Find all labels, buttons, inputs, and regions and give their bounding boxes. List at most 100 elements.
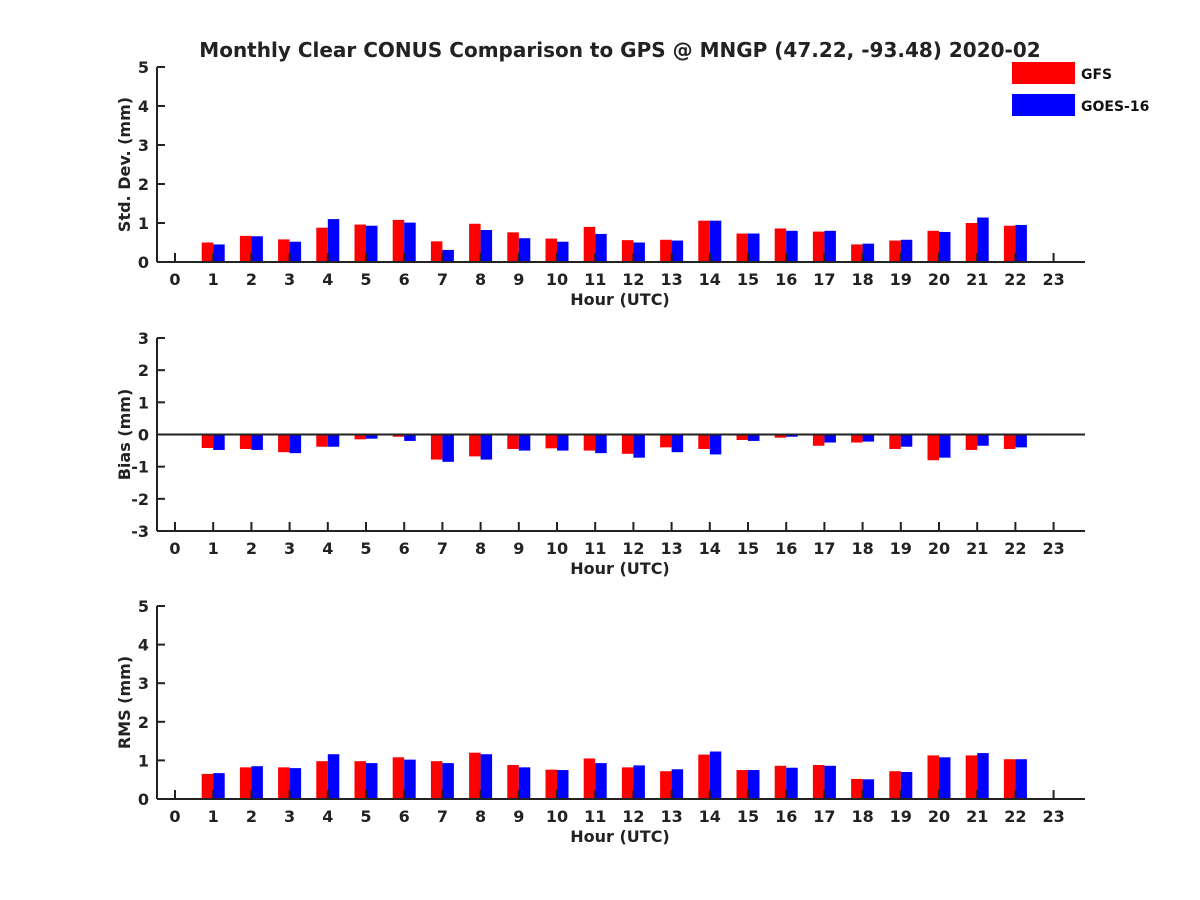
bar-gfs-hour-7	[430, 761, 443, 799]
x-tick-label: 13	[660, 539, 682, 558]
x-tick-label: 23	[1042, 807, 1064, 826]
bar-goes16-hour-10	[557, 770, 569, 799]
bar-gfs-hour-4	[316, 434, 328, 447]
y-tick-label: 0	[138, 253, 149, 272]
legend-label: GOES-16	[1081, 99, 1149, 115]
bar-gfs-hour-13	[660, 771, 672, 799]
bar-gfs-hour-3	[278, 239, 290, 262]
bar-goes16-hour-4	[327, 219, 340, 262]
bar-gfs-hour-2	[239, 767, 252, 799]
x-tick-label: 9	[513, 270, 524, 289]
bar-gfs-hour-1	[201, 242, 214, 262]
bar-gfs-hour-1	[201, 773, 214, 799]
x-tick-label: 4	[322, 270, 333, 289]
bar-gfs-hour-18	[851, 434, 863, 443]
bar-gfs-hour-12	[621, 434, 634, 454]
legend-swatch-gfs	[1012, 62, 1075, 84]
x-tick-label: 12	[622, 270, 644, 289]
bar-gfs-hour-1	[201, 434, 214, 449]
y-axis-label: RMS (mm)	[115, 656, 134, 749]
bar-gfs-hour-2	[239, 434, 252, 449]
x-tick-label: 12	[622, 539, 644, 558]
x-tick-label: 10	[546, 270, 568, 289]
panel-3: 0 1 2 3 4 5 6 7 8 9 10 11 12 13 14 15 16 17 18 19 20 21 22 2301…	[115, 597, 1085, 846]
x-tick-label: 4	[322, 539, 333, 558]
x-axis-label: Hour (UTC)	[570, 559, 670, 578]
bar-goes16-hour-6	[404, 759, 416, 799]
bar-goes16-hour-13	[671, 240, 684, 262]
bar-goes16-hour-21	[977, 434, 989, 446]
bar-goes16-hour-22	[1015, 759, 1027, 799]
bar-gfs-hour-20	[927, 434, 939, 461]
x-tick-label: 10	[546, 539, 568, 558]
bar-gfs-hour-6	[392, 434, 405, 437]
bar-gfs-hour-10	[545, 434, 557, 449]
bar-goes16-hour-5	[366, 434, 378, 439]
bar-goes16-hour-10	[557, 434, 569, 451]
bar-gfs-hour-15	[736, 770, 748, 799]
bar-goes16-hour-7	[442, 434, 454, 462]
bar-goes16-hour-10	[557, 241, 569, 262]
bar-goes16-hour-20	[939, 434, 951, 458]
y-tick-label: 5	[138, 58, 149, 77]
bar-goes16-hour-9	[518, 767, 531, 799]
x-tick-label: 0	[169, 270, 180, 289]
bar-goes16-hour-14	[709, 220, 722, 262]
x-tick-label: 13	[660, 807, 682, 826]
bar-goes16-hour-18	[862, 434, 875, 442]
bar-gfs-hour-9	[507, 765, 519, 799]
y-tick-label: 2	[138, 175, 149, 194]
bar-gfs-hour-17	[812, 765, 825, 799]
bar-goes16-hour-19	[900, 771, 913, 799]
bar-gfs-hour-5	[354, 224, 366, 262]
x-tick-label: 6	[399, 807, 410, 826]
bar-gfs-hour-22	[1003, 225, 1016, 262]
x-tick-label: 6	[399, 539, 410, 558]
bar-goes16-hour-3	[289, 241, 302, 262]
x-tick-label: 21	[966, 807, 988, 826]
bar-goes16-hour-12	[633, 434, 645, 458]
x-tick-label: 21	[966, 270, 988, 289]
bar-goes16-hour-16	[786, 434, 798, 437]
bar-gfs-hour-13	[660, 239, 672, 262]
bar-gfs-hour-21	[965, 755, 978, 799]
x-tick-label: 23	[1042, 270, 1064, 289]
bar-goes16-hour-8	[480, 434, 493, 460]
x-tick-label: 17	[813, 539, 835, 558]
bar-goes16-hour-17	[824, 434, 836, 443]
x-tick-label: 3	[284, 807, 295, 826]
y-tick-label: 0	[138, 426, 149, 445]
bar-goes16-hour-2	[251, 766, 263, 799]
bar-goes16-hour-13	[671, 769, 684, 799]
bar-gfs-hour-5	[354, 761, 366, 799]
bar-goes16-hour-6	[404, 434, 416, 441]
bar-goes16-hour-3	[289, 434, 302, 454]
x-tick-label: 17	[813, 807, 835, 826]
x-tick-label: 3	[284, 539, 295, 558]
bar-gfs-hour-13	[660, 434, 672, 448]
bar-goes16-hour-4	[327, 434, 340, 447]
bar-goes16-hour-11	[595, 233, 607, 262]
bar-goes16-hour-20	[939, 231, 951, 262]
x-tick-label: 21	[966, 539, 988, 558]
bar-goes16-hour-11	[595, 434, 607, 454]
x-tick-label: 10	[546, 807, 568, 826]
bar-gfs-hour-10	[545, 769, 557, 799]
y-tick-label: 0	[138, 790, 149, 809]
bar-goes16-hour-15	[748, 233, 760, 262]
bar-goes16-hour-8	[480, 754, 493, 799]
bar-goes16-hour-2	[251, 434, 263, 450]
bar-gfs-hour-18	[851, 778, 863, 799]
bar-gfs-hour-19	[889, 771, 901, 799]
bar-goes16-hour-7	[442, 249, 454, 262]
bar-goes16-hour-12	[633, 765, 645, 799]
y-tick-label: 5	[138, 597, 149, 616]
x-tick-label: 20	[928, 539, 950, 558]
bar-goes16-hour-5	[366, 763, 378, 799]
panel-1: 0 1 2 3 4 5 6 7 8 9 10 11 12 13 14 15 16 17 18 19 20 21 22 2301…	[115, 58, 1085, 309]
bar-gfs-hour-6	[392, 757, 405, 799]
x-tick-label: 6	[399, 270, 410, 289]
x-tick-label: 2	[246, 270, 257, 289]
bar-gfs-hour-16	[774, 765, 787, 799]
